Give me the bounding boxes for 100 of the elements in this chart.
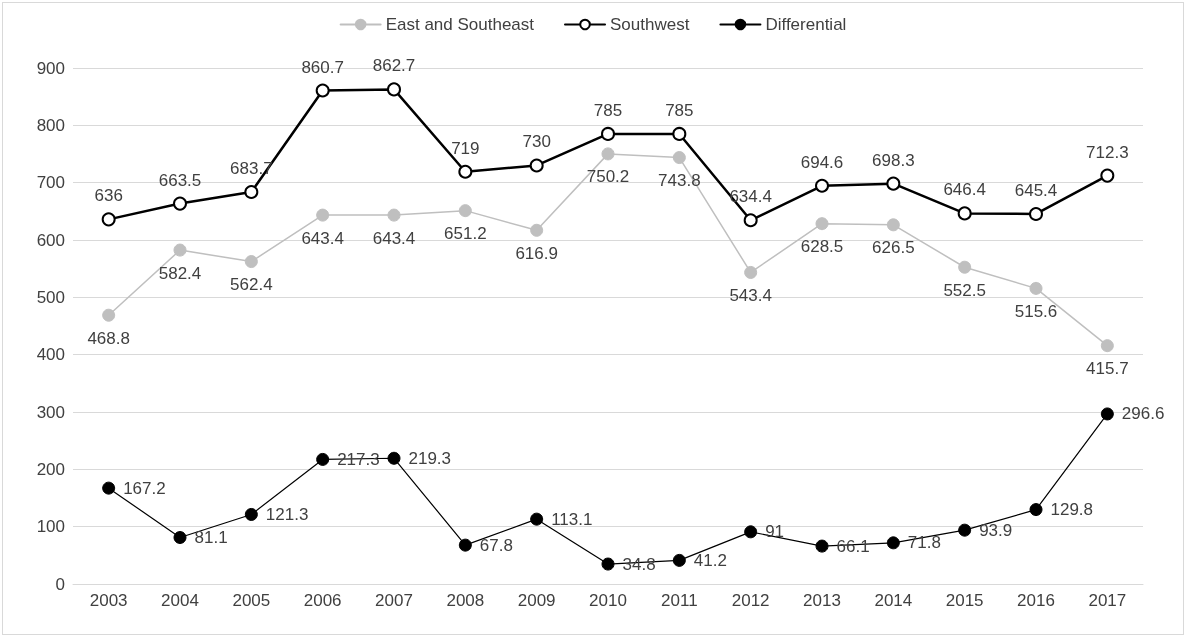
x-tick-label: 2012 [731,591,770,610]
point [1029,503,1043,517]
point [244,255,258,269]
y-tick-label: 200 [36,459,65,479]
point [530,512,544,526]
x-tick-label: 2017 [1088,591,1127,610]
point [529,158,544,173]
point [244,185,259,200]
point [102,308,116,322]
data-label: 582.4 [158,263,202,283]
data-label: 81.1 [194,528,228,547]
point [601,147,615,161]
point [601,557,615,571]
point [1100,407,1114,421]
point [744,525,758,539]
x-tick-label: 2013 [803,591,841,610]
data-label: 113.1 [551,509,593,529]
x-tick-label: 2016 [1017,591,1055,610]
data-label: 552.5 [943,280,986,300]
point [815,217,829,231]
data-label: 616.9 [515,243,558,263]
point [1100,168,1115,183]
point [672,151,686,165]
data-label: 712.3 [1086,142,1129,162]
legend-label: Differential [765,15,847,34]
point [815,178,829,193]
data-label: 41.2 [693,550,727,570]
x-tick-label: 2015 [945,591,984,610]
data-label: 129.8 [1050,500,1094,520]
data-label: 634.4 [729,187,772,207]
point [815,539,829,553]
x-tick-label: 2003 [89,591,128,610]
point [530,223,544,237]
data-label: 862.7 [372,56,416,76]
data-label: 67.8 [479,535,513,555]
legend-label: Southwest [610,15,690,34]
x-tick-label: 2008 [446,591,485,610]
point [458,164,473,179]
point [173,531,187,544]
data-label: 750.2 [586,167,630,187]
point [244,507,258,521]
data-label: 626.5 [872,238,915,258]
data-label: 296.6 [1121,404,1165,424]
y-tick-label: 100 [36,517,65,537]
point [886,218,900,232]
x-tick-label: 2004 [161,591,199,610]
y-tick-label: 0 [55,574,65,594]
y-tick-label: 500 [36,287,65,307]
point [102,481,116,495]
point [1100,339,1114,353]
data-label: 698.3 [872,150,915,170]
point [387,82,401,97]
data-label: 543.4 [729,285,772,305]
point [316,208,330,222]
point [387,451,401,465]
point [886,536,900,550]
data-label: 121.3 [265,504,309,524]
data-label: 167.2 [123,478,166,498]
x-tick-label: 2005 [232,591,271,610]
data-label: 636 [94,186,123,206]
x-tick-label: 2007 [375,591,413,610]
data-label: 651.2 [444,224,487,244]
point [1029,281,1043,295]
point [101,212,116,227]
x-tick-label: 2006 [303,591,342,610]
point [958,523,972,537]
data-label: 415.7 [1086,359,1129,379]
point [672,553,686,567]
data-label: 694.6 [800,152,844,172]
point [1029,206,1043,221]
y-tick-label: 600 [36,230,65,250]
point [458,204,472,218]
data-label: 71.8 [907,533,941,553]
data-label: 628.5 [800,237,844,257]
data-label: 643.4 [301,228,344,248]
x-tick-label: 2014 [874,591,913,610]
data-label: 785 [593,100,623,120]
data-label: 643.4 [372,228,416,248]
point [601,126,615,141]
y-tick-label: 400 [36,345,65,365]
data-label: 730 [522,132,551,152]
data-label: 645.4 [1014,180,1058,200]
point [743,213,758,228]
x-tick-label: 2010 [589,591,627,610]
data-label: 743.8 [658,171,701,191]
point [958,260,972,274]
point [173,196,187,211]
point [744,265,758,279]
point [886,176,901,191]
y-tick-label: 300 [36,402,65,422]
data-label: 663.5 [158,170,202,190]
data-label: 93.9 [979,520,1013,540]
data-label: 646.4 [943,180,986,200]
y-tick-label: 900 [36,58,65,78]
legend-label: East and Southeast [385,15,535,34]
y-tick-label: 800 [36,115,65,135]
x-tick-label: 2009 [517,591,556,610]
data-label: 515.6 [1014,301,1058,321]
x-tick-label: 2011 [661,591,698,610]
data-label: 860.7 [301,57,344,77]
